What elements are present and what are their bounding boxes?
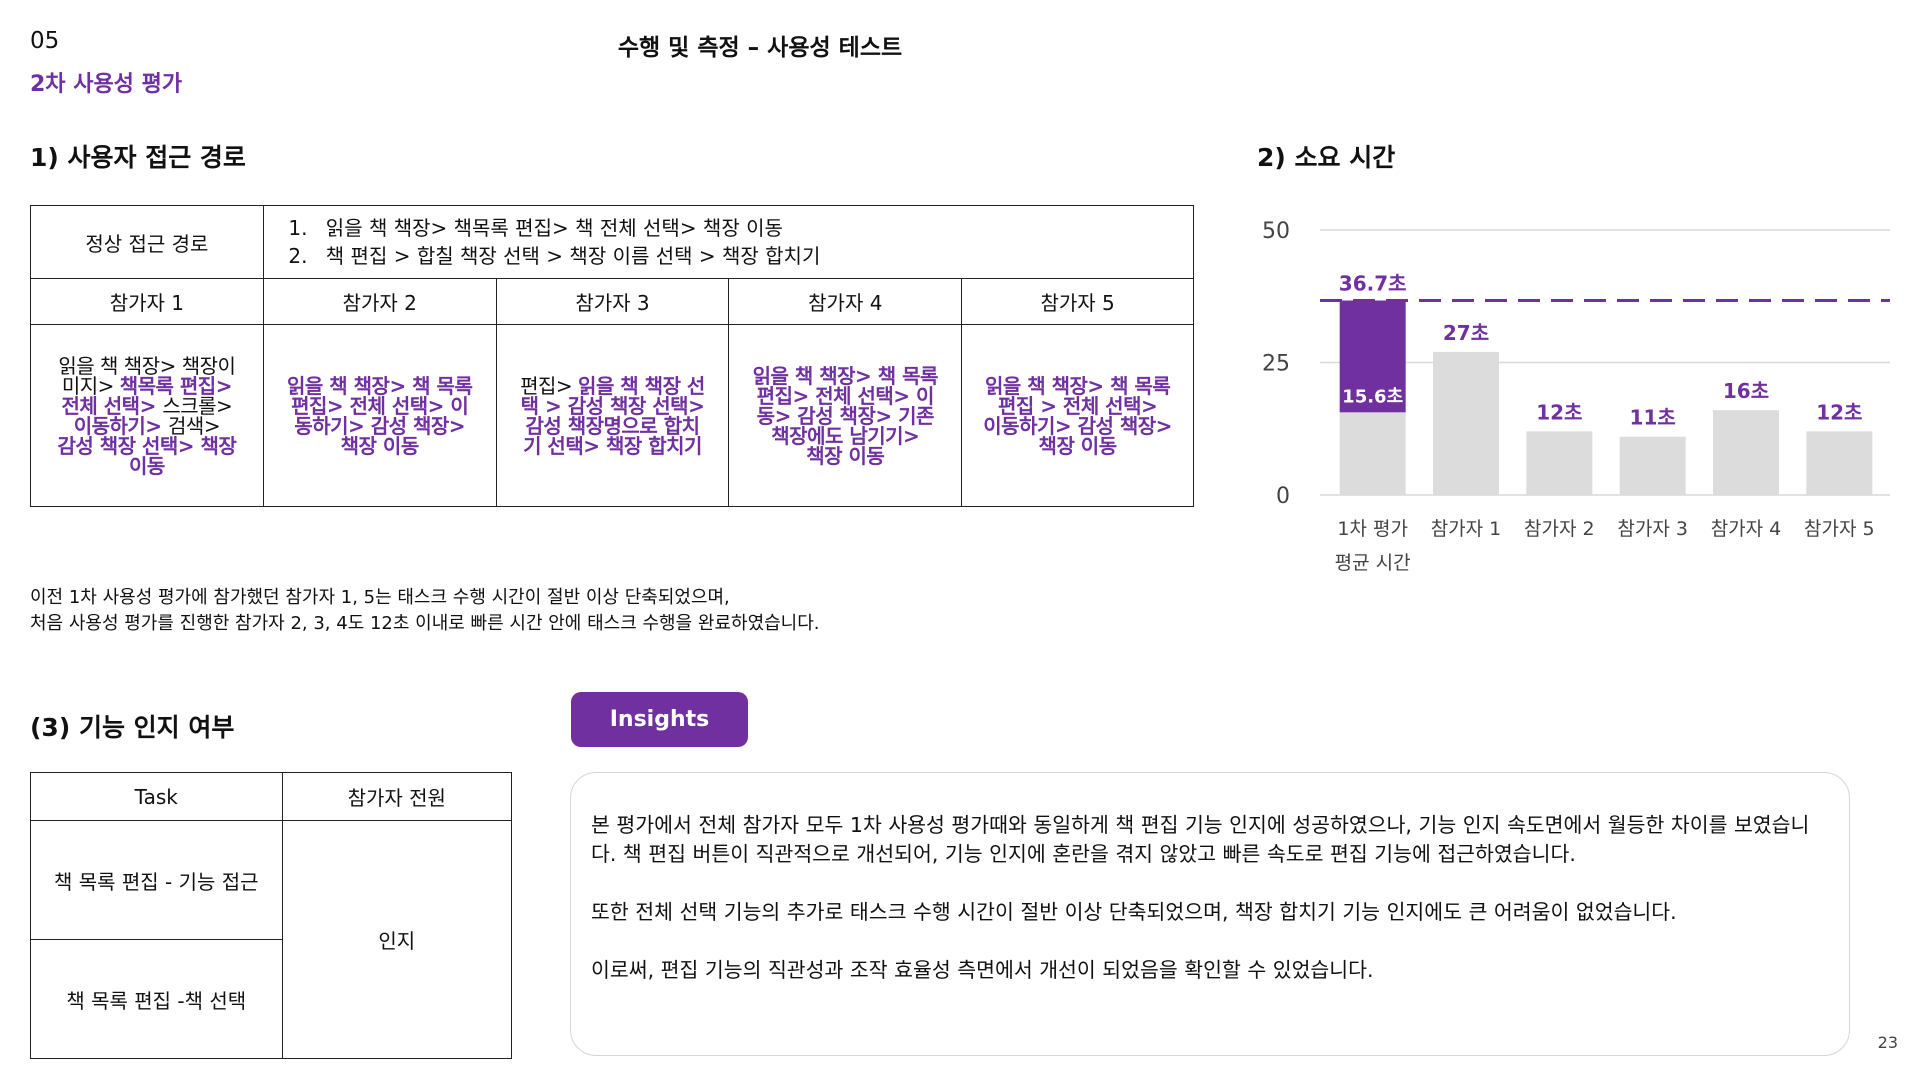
bar — [1433, 351, 1499, 495]
participant-path: 읽을 책 책장> 책 목록 편집> 전체 선택> 이 동하기> 감성 책장> 책장 이… — [262, 324, 497, 507]
path-segment: 책장 이동 — [806, 443, 885, 468]
section-3-heading: (3) 기능 인지 여부 — [30, 713, 235, 742]
participant-header: 참가자 4 — [728, 278, 963, 325]
x-tick-label: 1차 평가 — [1337, 518, 1408, 540]
x-tick-label: 참가자 1 — [1431, 518, 1502, 540]
path-segment: 이동 — [128, 453, 165, 478]
path-segment: 편집> 전체 선택> 이 — [291, 393, 469, 418]
path-segment: 편집> 전체 선택> 이 — [756, 383, 935, 408]
task-row: 책 목록 편집 - 기능 접근 — [30, 820, 283, 940]
section-2-heading: 2) 소요 시간 — [1257, 143, 1396, 172]
y-tick-label: 50 — [1262, 219, 1290, 244]
data-label: 12초 — [1816, 400, 1862, 424]
page-title: 수행 및 측정 – 사용성 테스트 — [617, 35, 903, 61]
insight-paragraph: 이로써, 편집 기능의 직관성과 조작 효율성 측면에서 개선이 되었음을 확인… — [591, 958, 1374, 982]
summary-line: 이전 1차 사용성 평가에 참가했던 참가자 1, 5는 태스크 수행 시간이 … — [30, 587, 730, 608]
data-label-total: 36.7초 — [1339, 271, 1407, 295]
data-label: 11초 — [1630, 406, 1676, 430]
summary-line: 처음 사용성 평가를 진행한 참가자 2, 3, 4도 12초 이내로 빠른 시… — [30, 613, 820, 634]
slide-number: 05 — [30, 28, 60, 54]
data-label: 16초 — [1723, 379, 1769, 403]
x-tick-label: 참가자 2 — [1524, 518, 1595, 540]
path-segment: 스크롤> — [162, 393, 233, 418]
participant-path: 읽을 책 책장> 책 목록 편집> 전체 선택> 이 동> 감성 책장> 기존 책장에… — [728, 324, 963, 507]
path-segment: 읽을 책 책장> 책 목록 — [287, 373, 473, 398]
task-row: 책 목록 편집 -책 선택 — [30, 939, 283, 1059]
x-tick-label: 참가자 4 — [1711, 518, 1782, 540]
x-tick-label: 평균 시간 — [1335, 552, 1411, 574]
path-segment: 이동하기> — [73, 413, 169, 438]
insights-box: 본 평가에서 전체 참가자 모두 1차 사용성 평가때와 동일하게 책 편집 기… — [570, 772, 1850, 1056]
page-subtitle: 2차 사용성 평가 — [30, 72, 183, 97]
bar — [1806, 431, 1873, 495]
y-tick-label: 0 — [1276, 484, 1290, 509]
insight-paragraph: 또한 전체 선택 기능의 추가로 태스크 수행 시간이 절반 이상 단축되었으며… — [591, 900, 1677, 924]
summary-text: 이전 1차 사용성 평가에 참가했던 참가자 1, 5는 태스크 수행 시간이 … — [30, 585, 820, 637]
page-number: 23 — [1877, 1033, 1898, 1052]
path-segment: 감성 책장 선택> 책장 — [57, 433, 237, 458]
route-label-cell: 정상 접근 경로 — [30, 205, 264, 279]
x-tick-label: 참가자 5 — [1804, 518, 1875, 540]
route-item: 읽을 책 책장> 책목록 편집> 책 전체 선택> 책장 이동 — [314, 214, 1181, 242]
participant-header: 참가자 5 — [961, 278, 1194, 325]
path-segment: 읽을 책 책장> 책장이 — [58, 353, 236, 378]
route-item: 책 편집 > 합칠 책장 선택 > 책장 이름 선택 > 책장 합치기 — [314, 242, 1181, 270]
insight-paragraph: 본 평가에서 전체 참가자 모두 1차 사용성 평가때와 동일하게 책 편집 기… — [591, 813, 1810, 866]
path-segment: 책장에도 남기기> — [771, 423, 920, 448]
path-segment: 동하기> 감성 책장> — [294, 413, 466, 438]
routes-cell: 읽을 책 책장> 책목록 편집> 책 전체 선택> 책장 이동 책 편집 > 합… — [262, 205, 1195, 279]
insights-button[interactable]: Insights — [571, 692, 748, 747]
path-segment: 기 선택> 책장 합치기 — [523, 433, 702, 458]
path-segment: 읽을 책 책장 선 — [578, 373, 705, 398]
path-segment: 편집> — [520, 373, 579, 398]
path-segment: 택 > 감성 책장 선택> — [520, 393, 705, 418]
path-segment: 검색> — [168, 413, 221, 438]
path-segment: 전체 선택> — [61, 393, 163, 418]
bar — [1619, 436, 1686, 495]
data-label: 27초 — [1443, 321, 1489, 345]
y-tick-label: 25 — [1262, 352, 1290, 377]
bar-highlight — [1339, 300, 1406, 413]
x-tick-label: 참가자 3 — [1617, 518, 1688, 540]
routes-list: 읽을 책 책장> 책목록 편집> 책 전체 선택> 책장 이동 책 편집 > 합… — [284, 214, 1181, 270]
recognition-result: 인지 — [281, 820, 512, 1059]
data-label: 15.6초 — [1342, 386, 1403, 407]
path-segment: 감성 책장명으로 합치 — [525, 413, 700, 438]
section-1-heading: 1) 사용자 접근 경로 — [30, 143, 246, 172]
data-label: 12초 — [1536, 400, 1582, 424]
feature-recognition-table: Task 참가자 전원 책 목록 편집 - 기능 접근 인지 책 목록 편집 -… — [30, 772, 512, 1059]
path-segment: 책장 이동 — [1038, 433, 1118, 458]
task-column-header: Task — [30, 772, 283, 821]
bar — [1713, 410, 1779, 495]
participant-header: 참가자 1 — [30, 278, 264, 325]
path-segment: 편집 > 전체 선택> — [997, 393, 1158, 418]
path-segment: 미지> — [61, 373, 120, 398]
path-segment: 책장 이동 — [340, 433, 420, 458]
route-label: 정상 접근 경로 — [85, 231, 209, 256]
path-segment: 동> 감성 책장> 기존 — [756, 403, 935, 428]
participant-path: 읽을 책 책장> 책장이 미지> 책목록 편집> 전체 선택> 스크롤> 이동하기> … — [30, 324, 264, 507]
bar — [1526, 431, 1593, 495]
participant-path: 읽을 책 책장> 책 목록 편집 > 전체 선택> 이동하기> 감성 책장> 책장 이… — [961, 324, 1194, 507]
all-participants-header: 참가자 전원 — [281, 772, 512, 821]
bar — [1339, 412, 1406, 495]
path-segment: 책목록 편집> — [119, 373, 233, 398]
path-segment: 읽을 책 책장> 책 목록 — [984, 373, 1171, 398]
path-segment: 읽을 책 책장> 책 목록 — [752, 363, 939, 388]
participant-header: 참가자 3 — [495, 278, 730, 325]
path-segment: 이동하기> 감성 책장> — [983, 413, 1172, 438]
participant-header: 참가자 2 — [262, 278, 497, 325]
access-path-table: 정상 접근 경로 읽을 책 책장> 책목록 편집> 책 전체 선택> 책장 이동… — [30, 205, 1195, 507]
